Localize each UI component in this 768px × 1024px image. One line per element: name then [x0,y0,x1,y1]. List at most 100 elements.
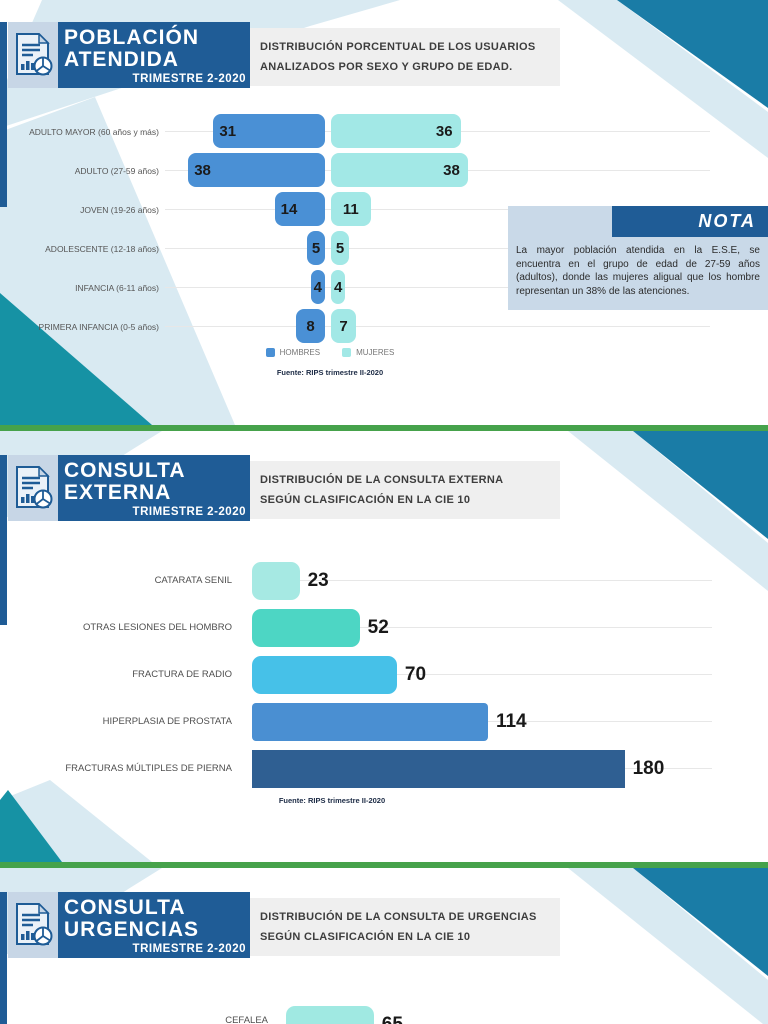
section-period: TRIMESTRE 2-2020 [132,506,246,518]
report-icon-box [8,455,58,521]
bar [286,1006,374,1024]
chart-legend: HOMBRES MUJERES [165,348,495,358]
section-divider [0,862,768,868]
section-subtitle: DISTRIBUCIÓN DE LA CONSULTA EXTERNA SEGÚ… [250,461,560,519]
value-label: 5 [311,239,321,257]
bar-hombres: 4 [310,270,325,304]
legend-label: MUJERES [356,348,395,357]
report-icon-box [8,22,58,88]
category-label: JOVEN (19-26 años) [80,204,159,215]
population-pyramid-chart: ADULTO MAYOR (60 años y más) 31 36 ADULT… [0,112,730,346]
bar-hombres: 8 [296,309,325,343]
subtitle-line1: DISTRIBUCIÓN PORCENTUAL DE LOS USUARIOS [260,41,536,53]
chart-row: FRACTURAS MÚLTIPLES DE PIERNA 180 [0,745,768,792]
category-label: ADULTO (27-59 años) [74,165,159,176]
value-label: 4 [313,278,322,296]
subtitle-line2: SEGÚN CLASIFICACIÓN EN LA CIE 10 [260,494,471,506]
bar [252,655,397,694]
legend-item-mujeres: MUJERES [342,348,395,358]
bar-hombres: 31 [213,114,325,148]
bar-hombres: 5 [307,231,325,265]
section-period: TRIMESTRE 2-2020 [132,73,246,85]
legend-label: HOMBRES [279,348,321,357]
value-label: 31 [219,122,237,140]
section-badge: CONSULTA URGENCIAS TRIMESTRE 2-2020 [58,892,250,958]
value-label: 65 [382,1014,403,1024]
source-caption: Fuente: RIPS trimestre II-2020 [278,796,386,805]
report-chart-icon [16,466,53,509]
bar [252,561,300,600]
bar [252,749,625,788]
section-badge: POBLACIÓN ATENDIDA TRIMESTRE 2-2020 [58,22,250,88]
section-title-line1: CONSULTA [64,896,186,919]
value-label: 14 [280,200,298,218]
legend-swatch-mujeres [342,348,352,358]
section-period: TRIMESTRE 2-2020 [132,943,246,955]
bar-mujeres: 5 [331,231,349,265]
section-title-line2: URGENCIAS [64,918,200,941]
report-chart-icon [16,903,53,946]
category-label: FRACTURAS MÚLTIPLES DE PIERNA [65,763,232,774]
bar-mujeres: 4 [331,270,346,304]
note-title: NOTA [612,206,768,237]
legend-swatch-hombres [265,348,275,358]
subtitle-line1: DISTRIBUCIÓN DE LA CONSULTA EXTERNA [260,474,504,486]
subtitle-line2: ANALIZADOS POR SEXO Y GRUPO DE EDAD. [260,61,513,73]
chart-row: CEFALEA 65 [0,990,768,1024]
source-caption: Fuente: RIPS trimestre II-2020 [276,368,384,377]
section-subtitle: DISTRIBUCIÓN PORCENTUAL DE LOS USUARIOS … [250,28,560,86]
value-label: 52 [367,616,389,638]
chart-row: OTRAS LESIONES DEL HOMBRO 52 [0,604,768,651]
chart-row: JOVEN (19-26 años) 14 11 [0,190,730,229]
section-badge: CONSULTA EXTERNA TRIMESTRE 2-2020 [58,455,250,521]
bar-mujeres: 38 [331,153,468,187]
chart-row: CATARATA SENIL 23 [0,557,768,604]
decorative-strip [0,892,7,1024]
bar-mujeres: 11 [331,192,371,226]
bar-hombres: 38 [188,153,325,187]
chart-row: HIPERPLASIA DE PROSTATA 114 [0,698,768,745]
bar [252,608,360,647]
section-title-line2: EXTERNA [64,481,172,504]
chart-row: ADOLESCENTE (12-18 años) 5 5 [0,229,730,268]
section-subtitle: DISTRIBUCIÓN DE LA CONSULTA DE URGENCIAS… [250,898,560,956]
value-label: 11 [342,200,359,218]
category-label: OTRAS LESIONES DEL HOMBRO [82,622,232,633]
gridline [165,248,710,249]
gridline [252,580,712,581]
value-label: 114 [495,710,527,732]
value-label: 8 [306,317,315,335]
report-icon-box [8,892,58,958]
category-label: CEFALEA [225,1014,268,1024]
category-label: INFANCIA (6-11 años) [75,282,159,293]
bar-hombres: 14 [274,192,325,226]
bar-mujeres: 7 [331,309,357,343]
value-label: 36 [435,122,453,140]
chart-row: FRACTURA DE RADIO 70 [0,651,768,698]
section-title-line1: CONSULTA [64,459,186,482]
gridline [165,326,710,327]
gridline [252,627,712,628]
value-label: 38 [194,161,211,179]
section-divider [0,425,768,431]
value-label: 7 [339,317,348,335]
value-label: 180 [632,757,665,779]
note-body: La mayor población atendida en la E.S.E,… [516,245,760,297]
category-label: ADULTO MAYOR (60 años y más) [29,126,159,137]
gridline [165,209,710,210]
category-label: PRIMERA INFANCIA (0-5 años) [38,321,159,332]
value-label: 5 [335,239,345,257]
legend-item-hombres: HOMBRES [265,348,321,358]
value-label: 70 [404,663,427,685]
gridline [165,287,710,288]
section-title-line2: ATENDIDA [64,48,179,71]
consulta-urgencias-chart: CEFALEA 65 [0,990,768,1024]
decorative-strip [0,22,7,207]
category-label: CATARATA SENIL [154,575,232,586]
bar [252,702,488,741]
category-label: ADOLESCENTE (12-18 años) [45,243,159,254]
bar-mujeres: 36 [331,114,461,148]
report-chart-icon [16,33,53,76]
category-label: FRACTURA DE RADIO [132,669,232,680]
